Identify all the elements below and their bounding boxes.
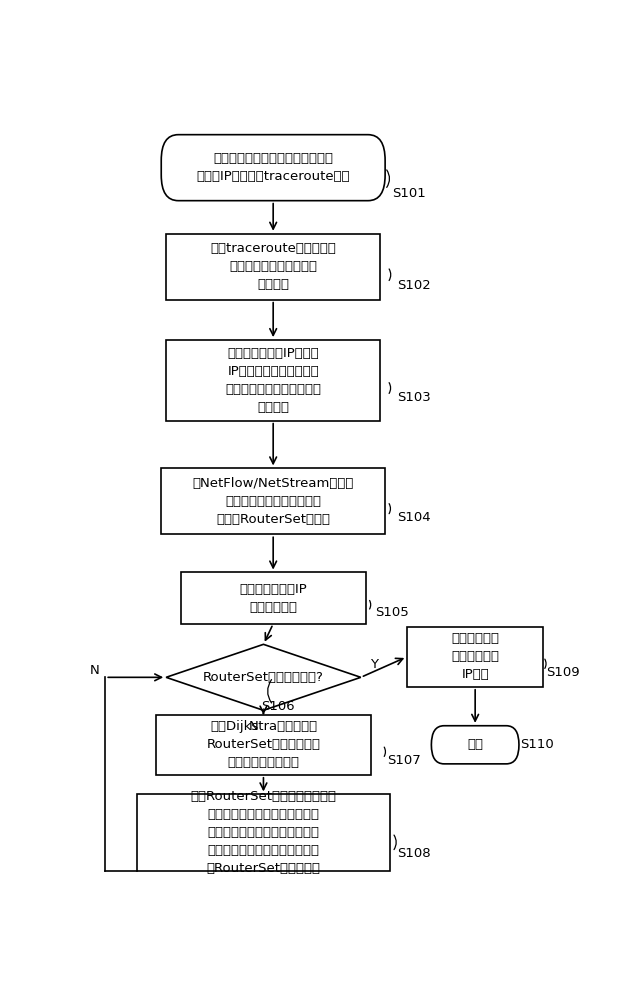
Text: S106: S106 (261, 700, 295, 713)
Text: S103: S103 (398, 391, 431, 404)
Text: S110: S110 (521, 738, 554, 751)
Text: RouterSet集合是否为空?: RouterSet集合是否为空? (203, 671, 324, 684)
Bar (137, 794, 390, 871)
Text: 将攻击流的目的IP
作为基准节点: 将攻击流的目的IP 作为基准节点 (239, 583, 307, 614)
Bar (166, 340, 381, 421)
Polygon shape (166, 644, 361, 710)
Bar (166, 234, 381, 300)
Text: 选择RouterSet集合中与基准节点
跳数最少的作为下一跳节点，并
将其与基准节点相连，然后将该
节点作为新的基准节点，并将其
从RouterSet集合中删除: 选择RouterSet集合中与基准节点 跳数最少的作为下一跳节点，并 将其与基准… (190, 790, 337, 875)
Text: 结束: 结束 (467, 738, 483, 751)
Text: 提取traceroute测量结果中
的路径信息，并构建网络
拓扑结构: 提取traceroute测量结果中 的路径信息，并构建网络 拓扑结构 (210, 242, 336, 291)
Bar (161, 468, 385, 534)
Text: S109: S109 (546, 666, 580, 679)
Text: 连接基准节点
与攻击流的源
IP地址: 连接基准节点 与攻击流的源 IP地址 (451, 632, 499, 681)
Text: S108: S108 (398, 847, 431, 860)
Bar (181, 572, 365, 624)
Bar (407, 627, 543, 687)
Text: S107: S107 (387, 754, 421, 767)
Text: N: N (249, 720, 259, 733)
Text: N: N (90, 664, 99, 676)
FancyBboxPatch shape (431, 726, 519, 764)
Text: Y: Y (371, 658, 379, 671)
Bar (156, 715, 371, 775)
Text: 根据Dijkstra算法计算出
RouterSet集合中各个节
点与基准节点的跳数: 根据Dijkstra算法计算出 RouterSet集合中各个节 点与基准节点的跳… (207, 720, 320, 769)
Text: S105: S105 (376, 606, 409, 619)
Text: S102: S102 (398, 279, 431, 292)
Text: 提取攻击流的源IP、目的
IP、源端口号、目的端口
号、运输层协议类型、攻击
时间信息: 提取攻击流的源IP、目的 IP、源端口号、目的端口 号、运输层协议类型、攻击 时… (225, 347, 321, 414)
Text: 从NetFlow/NetStream中找出
与攻击流相匹配的路由器，
加入到RouterSet集合中: 从NetFlow/NetStream中找出 与攻击流相匹配的路由器， 加入到Ro… (193, 477, 354, 526)
Text: 在网络中部署分布式探针，并对全
网络的IP地址进行traceroute测量: 在网络中部署分布式探针，并对全 网络的IP地址进行traceroute测量 (197, 152, 350, 183)
FancyBboxPatch shape (161, 135, 385, 201)
Text: S101: S101 (392, 187, 426, 200)
Text: S104: S104 (398, 511, 431, 524)
